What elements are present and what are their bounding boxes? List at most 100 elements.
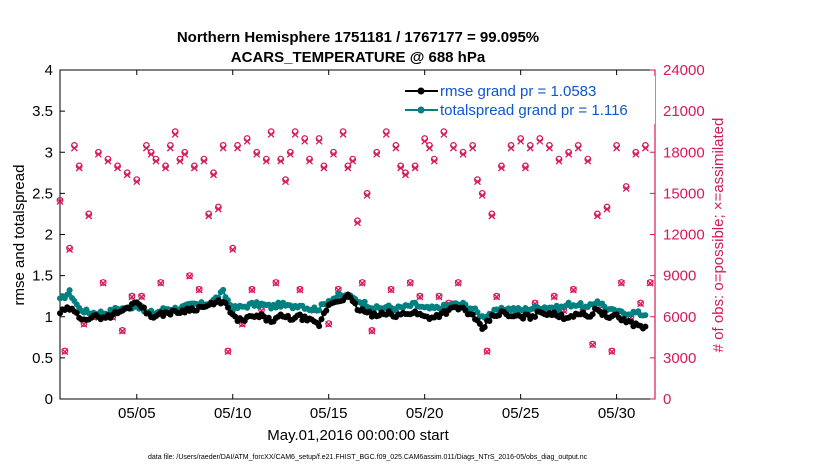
obs-assimilated-point xyxy=(142,144,150,152)
rmse-point xyxy=(558,311,565,318)
obs-assimilated-point xyxy=(267,130,275,138)
obs-assimilated-point xyxy=(406,279,414,287)
obs-assimilated-point xyxy=(373,150,381,158)
obs-assimilated-point xyxy=(301,137,309,145)
obs-possible-point xyxy=(248,285,256,293)
obs-possible-point xyxy=(589,340,597,348)
rmse-point xyxy=(486,318,493,325)
rmse-point xyxy=(224,304,231,311)
obs-assimilated-point xyxy=(104,157,112,165)
legend-rmse-marker xyxy=(417,87,425,95)
obs-assimilated-point xyxy=(243,137,251,145)
obs-assimilated-point xyxy=(363,191,371,199)
obs-assimilated-point xyxy=(162,164,170,172)
obs-assimilated-point xyxy=(632,150,640,158)
obs-possible-point xyxy=(483,347,491,355)
obs-assimilated-point xyxy=(123,171,131,179)
obs-assimilated-point xyxy=(224,348,232,356)
obs-assimilated-point xyxy=(416,293,424,301)
obs-possible-point xyxy=(637,299,645,307)
obs-assimilated-point xyxy=(66,246,74,254)
obs-assimilated-point xyxy=(330,150,337,158)
obs-possible-point xyxy=(99,279,107,286)
x-tick-label: 05/15 xyxy=(310,405,348,422)
y2-tick-label: 3000 xyxy=(663,350,696,367)
legend-rmse-label: rmse grand pr = 1.0583 xyxy=(440,83,596,100)
obs-possible-point xyxy=(138,292,145,300)
obs-assimilated-point xyxy=(210,171,218,179)
obs-assimilated-point xyxy=(608,348,616,356)
rmse-point xyxy=(601,309,608,316)
obs-assimilated-point xyxy=(320,164,328,172)
obs-possible-point xyxy=(272,279,280,286)
obs-assimilated-point xyxy=(138,293,146,301)
obs-assimilated-point xyxy=(234,144,241,152)
legend-spread-marker xyxy=(417,106,425,114)
totalspread-point xyxy=(316,307,323,314)
obs-assimilated-point xyxy=(248,286,256,294)
obs-assimilated-point xyxy=(488,212,496,220)
y2-tick-label: 9000 xyxy=(663,268,696,285)
obs-assimilated-point xyxy=(493,293,501,301)
obs-assimilated-point xyxy=(186,272,194,280)
x-tick-label: 05/25 xyxy=(502,405,540,422)
rmse-point xyxy=(469,311,476,318)
y2-axis-label: # of obs: o=possible; ×=assimilated xyxy=(710,118,727,353)
obs-assimilated-point xyxy=(550,293,558,301)
obs-possible-point xyxy=(454,279,462,286)
chart-title: Northern Hemisphere 1751181 / 1767177 = … xyxy=(177,29,539,46)
obs-assimilated-point xyxy=(315,137,323,145)
obs-assimilated-point xyxy=(214,205,222,213)
obs-assimilated-point xyxy=(507,144,515,152)
chart-subtitle: ACARS_TEMPERATURE @ 688 hPa xyxy=(231,49,486,66)
obs-assimilated-point xyxy=(195,286,203,294)
y2-tick-label: 24000 xyxy=(663,62,705,79)
obs-assimilated-point xyxy=(574,144,582,152)
obs-assimilated-point xyxy=(613,144,621,152)
x-axis-label: May.01,2016 00:00:00 start xyxy=(267,427,449,444)
obs-assimilated-point xyxy=(368,327,376,335)
obs-assimilated-point xyxy=(440,130,448,138)
obs-assimilated-point xyxy=(426,144,433,152)
rmse-point xyxy=(476,320,483,327)
obs-assimilated-point xyxy=(229,246,237,254)
obs-assimilated-point xyxy=(474,178,481,186)
obs-assimilated-point xyxy=(190,164,198,172)
x-tick-label: 05/20 xyxy=(406,405,444,422)
obs-assimilated-point xyxy=(478,191,486,199)
obs-assimilated-point xyxy=(617,279,625,287)
legend-box xyxy=(405,76,655,124)
totalspread-point xyxy=(553,302,560,309)
obs-assimilated-point xyxy=(70,144,78,152)
obs-assimilated-point xyxy=(555,157,563,165)
rmse-point xyxy=(296,311,303,318)
obs-assimilated-point xyxy=(200,157,208,165)
y-tick-label: 4 xyxy=(45,62,53,79)
y2-tick-label: 21000 xyxy=(663,103,705,120)
y2-tick-label: 18000 xyxy=(663,144,705,161)
y2-tick-label: 15000 xyxy=(663,185,705,202)
rmse-point xyxy=(323,307,330,314)
obs-assimilated-point xyxy=(641,144,649,152)
obs-assimilated-point xyxy=(402,171,409,179)
obs-possible-point xyxy=(296,285,304,293)
obs-possible-point xyxy=(416,292,424,300)
obs-assimilated-point xyxy=(387,286,395,294)
rmse-point xyxy=(318,316,325,323)
obs-assimilated-point xyxy=(637,300,645,308)
obs-possible-point xyxy=(493,292,501,300)
y2-tick-label: 12000 xyxy=(663,227,705,244)
y-tick-label: 0.5 xyxy=(32,350,53,367)
obs-assimilated-point xyxy=(430,157,438,165)
obs-assimilated-point xyxy=(411,164,419,172)
obs-possible-point xyxy=(387,285,395,293)
obs-assimilated-point xyxy=(205,212,213,220)
obs-assimilated-point xyxy=(128,293,136,301)
obs-assimilated-point xyxy=(483,348,491,356)
totalspread-point xyxy=(642,312,649,319)
obs-assimilated-point xyxy=(94,150,102,158)
obs-possible-point xyxy=(229,244,237,252)
rmse-point xyxy=(481,324,488,331)
rmse-point xyxy=(589,311,596,318)
